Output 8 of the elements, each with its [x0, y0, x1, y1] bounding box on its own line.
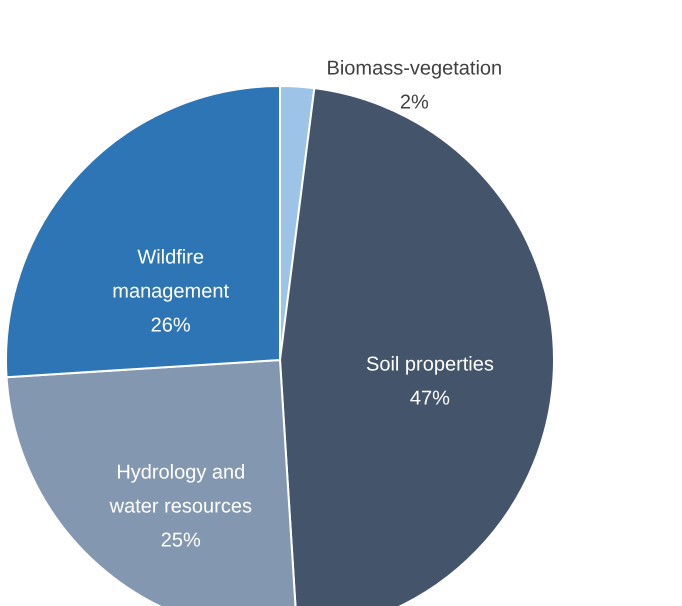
slice-label: Hydrology and water resources: [108, 462, 252, 518]
data-label: 47%: [410, 388, 450, 410]
data-label: 2%: [400, 92, 430, 114]
data-label: 25%: [160, 530, 202, 552]
slice-label: Wildfire management: [112, 246, 230, 302]
slice-label: Soil properties: [366, 354, 494, 376]
data-label: 26%: [150, 314, 191, 336]
slice-label: Biomass-vegetation: [326, 58, 502, 80]
